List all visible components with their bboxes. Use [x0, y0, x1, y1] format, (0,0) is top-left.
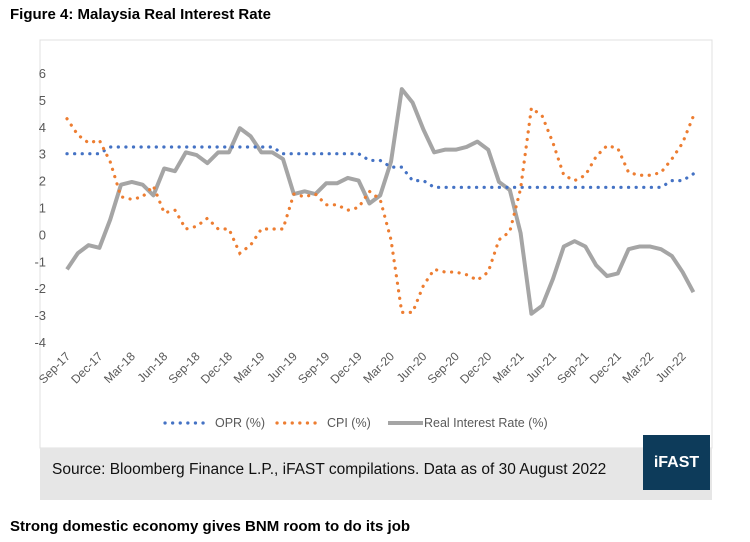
y-tick-label: 3: [39, 147, 46, 162]
y-tick-label: -2: [34, 281, 46, 296]
x-tick-label: Sep-17: [36, 349, 73, 386]
x-tick-label: Dec-21: [587, 349, 624, 386]
y-tick-label: -1: [34, 254, 46, 269]
x-tick-label: Mar-22: [620, 349, 657, 386]
y-tick-label: 2: [39, 174, 46, 189]
x-tick-label: Jun-22: [653, 349, 689, 385]
legend-label: Real Interest Rate (%): [424, 416, 548, 430]
x-tick-label: Mar-19: [231, 349, 268, 386]
x-tick-label: Jun-21: [523, 349, 559, 385]
x-tick-label: Sep-18: [165, 349, 202, 386]
series-line-opr: [65, 145, 696, 189]
source-footer: Source: Bloomberg Finance L.P., iFAST co…: [40, 448, 712, 500]
y-tick-label: 4: [39, 120, 46, 135]
x-tick-label: Mar-21: [490, 349, 527, 386]
chart-border: [39, 39, 713, 449]
ifast-logo: iFAST: [643, 435, 710, 490]
x-tick-label: Mar-20: [360, 349, 397, 386]
series-line-cpi: [65, 105, 696, 315]
source-note: Source: Bloomberg Finance L.P., iFAST co…: [52, 461, 607, 478]
x-tick-label: Mar-18: [101, 349, 138, 386]
x-tick-label: Dec-20: [457, 349, 494, 386]
x-tick-label: Jun-20: [394, 349, 430, 385]
x-tick-label: Sep-19: [295, 349, 332, 386]
figure-title: Figure 4: Malaysia Real Interest Rate: [10, 6, 271, 23]
y-tick-label: 6: [39, 66, 46, 81]
x-tick-label: Jun-19: [264, 349, 300, 385]
x-tick-label: Dec-17: [68, 349, 105, 386]
line-chart: 6543210-1-2-3-4Sep-17Dec-17Mar-18Jun-18S…: [34, 39, 713, 449]
legend-label: OPR (%): [215, 416, 265, 430]
y-tick-label: -4: [34, 335, 46, 350]
x-tick-label: Jun-18: [134, 349, 170, 385]
y-tick-label: 5: [39, 93, 46, 108]
y-tick-label: 1: [39, 201, 46, 216]
series-line-real: [65, 87, 696, 316]
y-tick-label: 0: [39, 227, 46, 242]
x-tick-label: Dec-18: [198, 349, 235, 386]
legend-label: CPI (%): [327, 416, 371, 430]
x-tick-label: Sep-21: [554, 349, 591, 386]
x-tick-label: Dec-19: [327, 349, 364, 386]
subheading: Strong domestic economy gives BNM room t…: [10, 518, 411, 535]
y-tick-label: -3: [34, 308, 46, 323]
x-tick-label: Sep-20: [425, 349, 462, 386]
